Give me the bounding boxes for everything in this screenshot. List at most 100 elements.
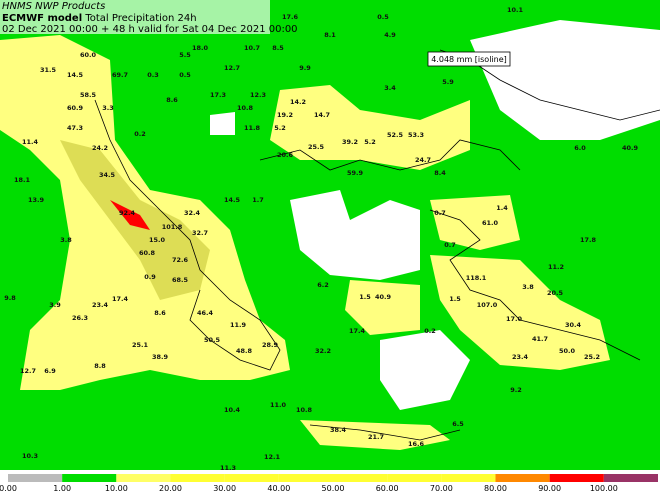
map-label: 31.5: [40, 66, 57, 74]
isoline-box: [427, 51, 511, 67]
map-label: 8.4: [434, 169, 446, 177]
map-label: 48.8: [236, 347, 253, 355]
map-label: 10.1: [507, 6, 524, 14]
map-label: 32.2: [315, 347, 331, 355]
map-label: 1.5: [359, 293, 371, 301]
map-label: 3.8: [522, 283, 534, 291]
map-label: 14.5: [224, 196, 241, 204]
legend-swatch: [170, 474, 225, 482]
legend-tick-label: 100.00: [590, 484, 618, 493]
map-label: 1.4: [496, 204, 508, 212]
isoline-label: 4.048 mm [isoline]: [431, 55, 507, 64]
map-label: 5.2: [364, 138, 376, 146]
map-label: 25.2: [584, 353, 600, 361]
map-label: 18.0: [192, 44, 209, 52]
map-label: 25.1: [132, 341, 149, 349]
legend-swatch: [549, 474, 604, 482]
map-label: 3.8: [60, 236, 72, 244]
map-label: 6.9: [44, 367, 56, 375]
map-label: 11.2: [548, 263, 564, 271]
precip-areas: [0, 35, 610, 450]
map-label: 9.2: [510, 386, 522, 394]
dry-areas: [210, 20, 660, 410]
legend-tick-label: 30.00: [213, 484, 236, 493]
legend-swatch: [441, 474, 496, 482]
map-label: 32.7: [192, 229, 208, 237]
map-label: 68.5: [172, 276, 189, 284]
map-label: 58.5: [80, 91, 97, 99]
legend-swatch: [387, 474, 442, 482]
map-label: 17.0: [506, 315, 523, 323]
map-label: 60.8: [139, 249, 156, 257]
legend-tick-label: 1.00: [53, 484, 71, 493]
map-label: 53.3: [408, 131, 424, 139]
map-label: 11.4: [22, 138, 39, 146]
map-label: 61.0: [482, 219, 499, 227]
legend-tick-label: 20.00: [159, 484, 182, 493]
header-source: HNMS NWP Products: [2, 1, 105, 12]
map-label: 25.5: [308, 143, 325, 151]
map-label: 60.0: [80, 51, 97, 59]
map-label: 17.3: [210, 91, 226, 99]
legend-swatch: [333, 474, 388, 482]
map-label: 5.5: [179, 51, 191, 59]
map-label: 0.5: [377, 13, 389, 21]
legend-tick-label: 40.00: [267, 484, 290, 493]
map-label: 0.5: [179, 71, 191, 79]
map-label: 46.4: [197, 309, 214, 317]
map-label: 3.9: [49, 301, 61, 309]
legend-tick-label: 80.00: [484, 484, 507, 493]
map-label: 59.9: [347, 169, 364, 177]
coastline: [94, 99, 281, 371]
dry-area: [380, 330, 470, 410]
map-label: 72.6: [172, 256, 189, 264]
map-label: 12.7: [20, 367, 36, 375]
map-label: 107.0: [477, 301, 498, 309]
dry-area: [210, 112, 235, 135]
map-label: 23.4: [512, 353, 529, 361]
map-label: 13.9: [28, 196, 45, 204]
map-label: 38.9: [152, 353, 169, 361]
map-label: 10.4: [224, 406, 241, 414]
map-label: 24.2: [92, 144, 108, 152]
map-label: 40.9: [622, 144, 639, 152]
map-label: 17.4: [112, 295, 129, 303]
legend-tick-label: 70.00: [430, 484, 453, 493]
map-label: 8.1: [324, 31, 336, 39]
map-label: 5.2: [274, 124, 286, 132]
map-label: 11.3: [220, 464, 236, 472]
map-label: 5.9: [442, 78, 454, 86]
map-labels: 17.6 0.5 10.1 8.1 4.9 18.0 10.7 8.5 60.0 5.5 31.5 1…: [4, 6, 638, 472]
legend-tick-label: 50.00: [322, 484, 345, 493]
map-label: 18.1: [14, 176, 31, 184]
legend-swatch: [8, 474, 63, 482]
map-label: 3.4: [384, 84, 396, 92]
map-label: 101.8: [162, 223, 183, 231]
dry-area: [290, 190, 420, 280]
map-label: 12.1: [264, 453, 281, 461]
map-label: 12.3: [250, 91, 266, 99]
legend-tick-label: 60.00: [376, 484, 399, 493]
legend-swatch: [116, 474, 171, 482]
map-label: 14.5: [67, 71, 84, 79]
precip-area: [270, 85, 470, 170]
map-label: 16.6: [408, 440, 425, 448]
map-label: 20.6: [277, 151, 294, 159]
legend: 0.00 1.00 10.00 20.00 30.00 40.00 50.00 60.00 70…: [0, 470, 660, 498]
map-label: 52.5: [387, 131, 404, 139]
map-label: 26.3: [72, 314, 88, 322]
precip-area: [110, 200, 150, 230]
map-label: 9.8: [4, 294, 16, 302]
map-label: 1.5: [449, 295, 461, 303]
map-label: 39.2: [342, 138, 358, 146]
map-label: 10.7: [244, 44, 260, 52]
map-label: 6.0: [574, 144, 586, 152]
map-label: 19.2: [277, 111, 293, 119]
map-label: 15.0: [149, 236, 166, 244]
map-label: 8.6: [166, 96, 178, 104]
legend-swatch: [603, 474, 658, 482]
map-label: 8.5: [272, 44, 284, 52]
legend-tick-label: 10.00: [105, 484, 128, 493]
map-label: 8.8: [94, 362, 106, 370]
